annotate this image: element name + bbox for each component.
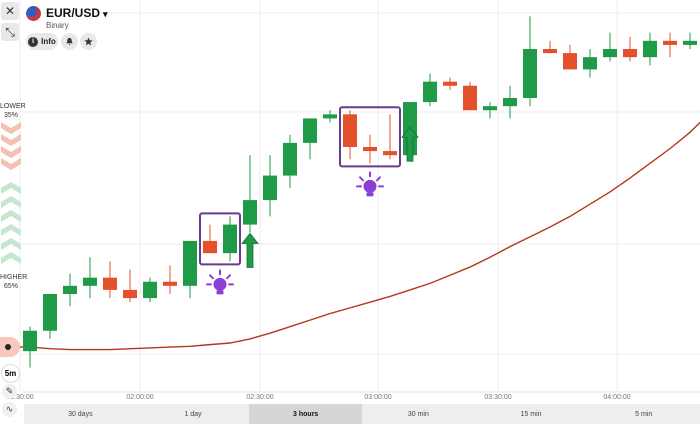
- candle-up: [643, 40, 657, 58]
- timeframe-button[interactable]: 5m: [1, 364, 20, 383]
- time-label: 03:00:00: [364, 394, 391, 401]
- price-marker: [0, 337, 20, 357]
- candle-up: [503, 98, 517, 107]
- higher-percentage: 65%: [3, 283, 18, 290]
- time-label: 02:30:00: [246, 394, 273, 401]
- timeframe-option[interactable]: 30 min: [407, 410, 429, 418]
- candle-up: [43, 294, 57, 331]
- up-arrow-icon: [241, 232, 259, 268]
- lightbulb-ray: [376, 176, 381, 182]
- lower-percentage: 35%: [3, 112, 18, 119]
- candle-down: [203, 240, 217, 254]
- moving-average-path: [0, 110, 700, 351]
- star-icon[interactable]: [80, 33, 97, 50]
- candle-up: [303, 118, 317, 143]
- signal-markers: [199, 106, 419, 295]
- candle-down: [463, 85, 477, 111]
- candle-down: [443, 81, 457, 86]
- pencil-icon[interactable]: ✎: [2, 384, 17, 399]
- candle-down: [363, 147, 377, 152]
- timeframe-option[interactable]: 15 min: [520, 410, 542, 418]
- candle-up: [183, 240, 197, 286]
- candle-up: [683, 40, 697, 45]
- candle-up: [323, 114, 337, 119]
- timeframe-bar: 30 days 1 day 3 hours 30 min 15 min 5 mi…: [24, 404, 700, 424]
- time-label: 03:30:00: [484, 394, 511, 401]
- lightbulb-base: [366, 192, 374, 197]
- close-icon[interactable]: ✕: [1, 2, 19, 20]
- signal-box: [339, 106, 401, 168]
- candle-down: [663, 40, 677, 45]
- lower-chevrons[interactable]: [0, 120, 22, 170]
- lightbulb-icon: [213, 277, 227, 291]
- chevron-down-icon: ▾: [103, 9, 108, 19]
- lightbulb-ray: [209, 274, 214, 280]
- candle-up: [523, 49, 537, 98]
- timeframe-option[interactable]: 30 days: [68, 410, 93, 418]
- lightbulb-ray: [359, 176, 364, 182]
- candle-up: [583, 57, 597, 70]
- candle-down: [623, 49, 637, 58]
- timeframe-option[interactable]: 5 min: [635, 410, 653, 418]
- candle-up: [483, 106, 497, 111]
- candle-down: [103, 277, 117, 290]
- candle-up: [263, 175, 277, 201]
- candle-down: [563, 53, 577, 70]
- candle-down: [343, 114, 357, 147]
- lightbulb-ray: [226, 274, 231, 280]
- candle-down: [383, 151, 397, 156]
- candle-up: [83, 277, 97, 286]
- candle-up: [143, 281, 157, 299]
- timeframe-option-active[interactable]: 3 hours: [249, 404, 363, 424]
- candle-up: [243, 200, 257, 225]
- time-axis: 01:30:00 02:00:00 02:30:00 03:00:00 03:30:00…: [6, 391, 700, 401]
- time-label: 04:00:00: [603, 394, 630, 401]
- indicators-icon[interactable]: ∿: [2, 402, 17, 417]
- collapse-icon[interactable]: ⤡: [1, 23, 19, 41]
- current-price-dot: [5, 344, 11, 350]
- candle-up: [223, 224, 237, 254]
- timeframe-option[interactable]: 1 day: [184, 410, 202, 418]
- candle-down: [163, 281, 177, 286]
- lightbulb-base: [216, 290, 224, 295]
- lightbulb-icon: [363, 179, 377, 193]
- eu-us-flag-icon: [26, 6, 41, 21]
- chart-grid: [19, 0, 700, 392]
- bell-icon[interactable]: [61, 33, 78, 50]
- up-arrow-icon: [401, 126, 419, 162]
- signal-box: [199, 212, 241, 266]
- higher-chevrons[interactable]: [0, 180, 22, 270]
- candle-down: [123, 289, 137, 299]
- asset-pair[interactable]: EUR/USD ▾: [46, 6, 108, 20]
- info-icon: i: [28, 36, 39, 47]
- candle-down: [543, 49, 557, 54]
- candle-up: [283, 142, 297, 176]
- candle-up: [423, 81, 437, 103]
- lower-label: LOWER: [0, 103, 26, 110]
- time-label: 02:00:00: [126, 394, 153, 401]
- candles: [23, 16, 697, 368]
- candle-up: [603, 49, 617, 58]
- info-button[interactable]: i Info: [26, 33, 58, 50]
- candle-up: [63, 285, 77, 294]
- higher-label: HIGHER: [0, 274, 28, 281]
- time-label: 01:30:00: [6, 394, 33, 401]
- candle-up: [23, 330, 37, 352]
- moving-average-line: [0, 110, 700, 351]
- asset-mode: Binary: [46, 21, 69, 30]
